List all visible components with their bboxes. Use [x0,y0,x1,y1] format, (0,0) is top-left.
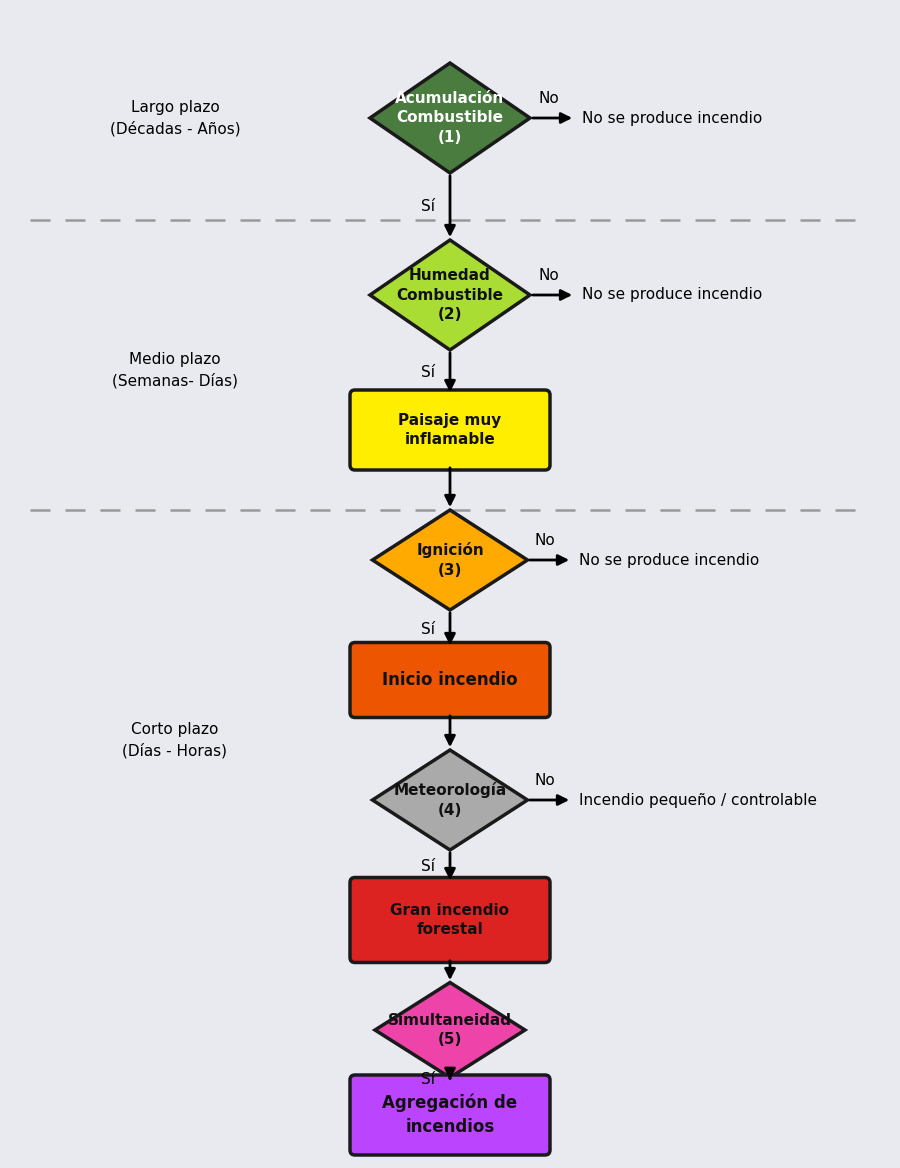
Text: Inicio incendio: Inicio incendio [382,670,518,689]
Polygon shape [373,510,527,610]
Text: Simultaneidad
(5): Simultaneidad (5) [388,1013,512,1048]
Text: Ignición
(3): Ignición (3) [416,542,484,578]
FancyBboxPatch shape [350,877,550,962]
Text: Incendio pequeño / controlable: Incendio pequeño / controlable [579,793,817,807]
Text: Sí: Sí [421,621,435,637]
Text: Agregación de
incendios: Agregación de incendios [382,1094,518,1136]
Text: Largo plazo
(Décadas - Años): Largo plazo (Décadas - Años) [110,99,240,137]
Text: Medio plazo
(Semanas- Días): Medio plazo (Semanas- Días) [112,352,238,389]
Text: Corto plazo
(Días - Horas): Corto plazo (Días - Horas) [122,722,228,758]
Text: Meteorología
(4): Meteorología (4) [393,783,507,818]
Text: No se produce incendio: No se produce incendio [582,287,762,303]
FancyBboxPatch shape [350,1075,550,1155]
Polygon shape [375,982,525,1078]
Polygon shape [370,63,530,173]
Text: Sí: Sí [421,1071,435,1086]
Text: Sí: Sí [421,199,435,214]
Text: No se produce incendio: No se produce incendio [579,552,760,568]
FancyBboxPatch shape [350,642,550,717]
Polygon shape [370,239,530,350]
Text: Sí: Sí [421,858,435,874]
Text: Sí: Sí [421,364,435,380]
Text: Acumulación
Combustible
(1): Acumulación Combustible (1) [395,91,505,145]
FancyBboxPatch shape [350,390,550,470]
Text: No: No [535,773,556,788]
Text: No se produce incendio: No se produce incendio [582,111,762,125]
Polygon shape [373,750,527,850]
Text: No: No [535,533,556,548]
Text: No: No [538,91,559,106]
Text: Gran incendio
forestal: Gran incendio forestal [391,903,509,938]
Text: Paisaje muy
inflamable: Paisaje muy inflamable [399,412,501,447]
Text: Humedad
Combustible
(2): Humedad Combustible (2) [397,267,503,322]
Text: No: No [538,267,559,283]
